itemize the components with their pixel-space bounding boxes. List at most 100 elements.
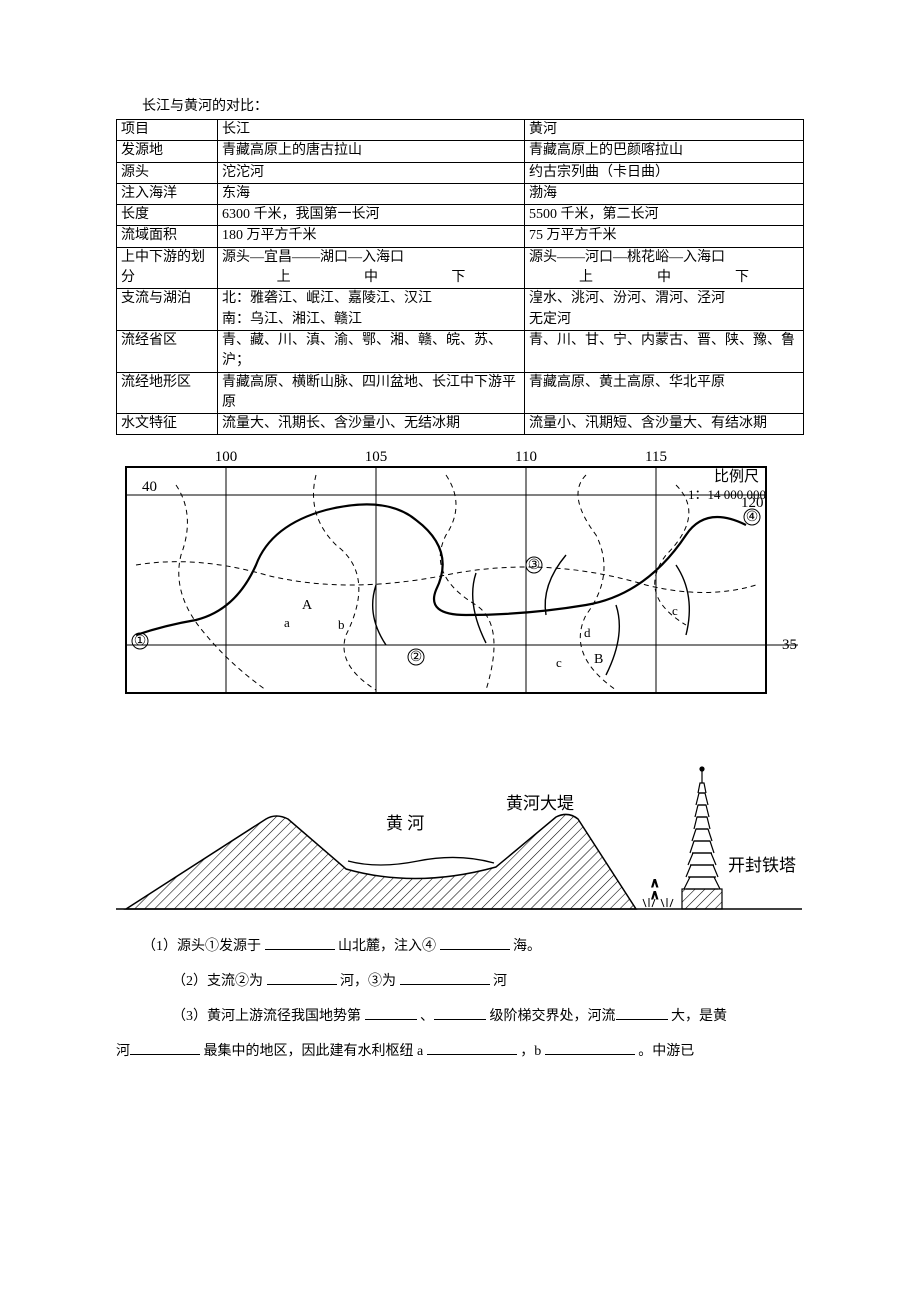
cell-cj: 6300 千米，我国第一长河 — [218, 205, 525, 226]
questions: （1）源头①发源于 山北麓，注入④ 海。 （2）支流②为 河，③为 河 （3）黄… — [116, 929, 804, 1069]
marker-c2: c — [672, 603, 678, 618]
table-row: 流经地形区 青藏高原、横断山脉、四川盆地、长江中下游平原 青藏高原、黄土高原、华… — [117, 372, 804, 414]
seg: 中 — [364, 268, 378, 288]
marker-b: b — [338, 617, 345, 632]
cell-hh: 75 万平方千米 — [525, 226, 804, 247]
table-row: 水文特征 流量大、汛期长、含沙量小、无结冰期 流量小、汛期短、含沙量大、有结冰期 — [117, 414, 804, 435]
q3d: 大，是黄 — [671, 1009, 727, 1024]
table-row: 注入海洋 东海 渤海 — [117, 183, 804, 204]
cell-hh: 流量小、汛期短、含沙量大、有结冰期 — [525, 414, 804, 435]
tower-label: 开封铁塔 — [728, 856, 796, 875]
question-1: （1）源头①发源于 山北麓，注入④ 海。 — [142, 929, 804, 964]
scale-value: 1：14 000 000 — [688, 487, 766, 502]
table-row: 长度 6300 千米，我国第一长河 5500 千米，第二长河 — [117, 205, 804, 226]
cell-hh: 青藏高原、黄土高原、华北平原 — [525, 372, 804, 414]
cell-cj: 源头—宜昌——湖口—入海口 上 中 下 — [218, 247, 525, 289]
blank — [545, 1042, 635, 1056]
tribs-hh-l1: 湟水、洮河、汾河、渭河、泾河 — [529, 289, 799, 309]
cell-item: 发源地 — [117, 141, 218, 162]
blank — [265, 937, 335, 951]
seg: 下 — [451, 268, 465, 288]
q1c: 海。 — [513, 939, 541, 954]
marker: ① — [134, 634, 147, 649]
cell-item: 流经地形区 — [117, 372, 218, 414]
blank — [440, 937, 510, 951]
levee-svg: 黄 河 黄河大堤 ∧ ∧ — [116, 749, 802, 919]
q2b: 河，③为 — [340, 974, 400, 989]
lon-label: 115 — [645, 449, 667, 465]
cell-hh: 5500 千米，第二长河 — [525, 205, 804, 226]
table-row: 项目 长江 黄河 — [117, 120, 804, 141]
question-3-cont: 河 最集中的地区，因此建有水利枢纽 a ，b 。中游已 — [116, 1034, 804, 1069]
q2a: （2）支流②为 — [172, 974, 267, 989]
tribs-hh-l2: 无定河 — [529, 310, 799, 330]
marker-d: d — [584, 625, 591, 640]
divide-cj-segments: 上 中 下 — [222, 268, 520, 288]
question-2: （2）支流②为 河，③为 河 — [172, 964, 804, 999]
lat-label: 40 — [142, 479, 157, 495]
marker-c: c — [556, 655, 562, 670]
seg: 下 — [735, 268, 749, 288]
q3b: 、 — [420, 1009, 434, 1024]
blank — [427, 1042, 517, 1056]
cell-hh: 渤海 — [525, 183, 804, 204]
blank — [400, 972, 490, 986]
q3a: （3）黄河上游流径我国地势第 — [172, 1009, 365, 1024]
cell-item: 注入海洋 — [117, 183, 218, 204]
cell-cj: 北：雅砻江、岷江、嘉陵江、汉江 南：乌江、湘江、赣江 — [218, 289, 525, 331]
cell-item: 支流与湖泊 — [117, 289, 218, 331]
marker: ③ — [528, 558, 541, 573]
seg: 上 — [277, 268, 291, 288]
blank — [365, 1007, 417, 1021]
svg-text:∧: ∧ — [650, 887, 660, 902]
q4b: 最集中的地区，因此建有水利枢纽 a — [204, 1044, 427, 1059]
q1b: 山北麓，注入④ — [338, 939, 440, 954]
lon-label: 105 — [365, 449, 388, 465]
marker-A: A — [302, 598, 313, 613]
marker-a: a — [284, 615, 290, 630]
table-row: 发源地 青藏高原上的唐古拉山 青藏高原上的巴颜喀拉山 — [117, 141, 804, 162]
table-row: 源头 沱沱河 约古宗列曲（卡日曲） — [117, 162, 804, 183]
header-item: 项目 — [117, 120, 218, 141]
table-row: 流域面积 180 万平方千米 75 万平方千米 — [117, 226, 804, 247]
tribs-cj-l2: 南：乌江、湘江、赣江 — [222, 310, 520, 330]
header-huanghe: 黄河 — [525, 120, 804, 141]
lat-label: 35 — [782, 637, 797, 653]
divide-cj-line: 源头—宜昌——湖口—入海口 — [222, 248, 520, 268]
cell-cj: 青藏高原上的唐古拉山 — [218, 141, 525, 162]
cell-cj: 青藏高原、横断山脉、四川盆地、长江中下游平原 — [218, 372, 525, 414]
blank — [130, 1042, 200, 1056]
blank — [434, 1007, 486, 1021]
q4d: 。中游已 — [638, 1044, 694, 1059]
map-figure: 100 105 110 115 120 40 35 比例尺 1：14 000 0… — [116, 445, 804, 725]
lon-label: 110 — [515, 449, 537, 465]
cell-hh: 湟水、洮河、汾河、渭河、泾河 无定河 — [525, 289, 804, 331]
dike-label: 黄河大堤 — [506, 794, 574, 813]
river-label: 黄 河 — [386, 814, 424, 833]
divide-hh-segments: 上 中 下 — [529, 268, 799, 288]
tribs-cj-l1: 北：雅砻江、岷江、嘉陵江、汉江 — [222, 289, 520, 309]
seg: 中 — [657, 268, 671, 288]
q4a: 河 — [116, 1044, 130, 1059]
cell-item: 长度 — [117, 205, 218, 226]
blank — [267, 972, 337, 986]
intro-text: 长江与黄河的对比： — [142, 96, 804, 117]
table-row: 支流与湖泊 北：雅砻江、岷江、嘉陵江、汉江 南：乌江、湘江、赣江 湟水、洮河、汾… — [117, 289, 804, 331]
divide-hh-line: 源头——河口—桃花峪—入海口 — [529, 248, 799, 268]
cell-hh: 约古宗列曲（卡日曲） — [525, 162, 804, 183]
comparison-table: 项目 长江 黄河 发源地 青藏高原上的唐古拉山 青藏高原上的巴颜喀拉山 源头 沱… — [116, 119, 804, 435]
cell-cj: 流量大、汛期长、含沙量小、无结冰期 — [218, 414, 525, 435]
marker-B: B — [594, 652, 603, 667]
map-svg: 100 105 110 115 120 40 35 比例尺 1：14 000 0… — [116, 445, 802, 725]
cell-item: 水文特征 — [117, 414, 218, 435]
cell-hh: 青藏高原上的巴颜喀拉山 — [525, 141, 804, 162]
q4c: ，b — [520, 1044, 545, 1059]
cell-hh: 青、川、甘、宁、内蒙古、晋、陕、豫、鲁 — [525, 330, 804, 372]
cell-item: 上中下游的划分 — [117, 247, 218, 289]
q1a: （1）源头①发源于 — [142, 939, 265, 954]
levee-figure: 黄 河 黄河大堤 ∧ ∧ — [116, 749, 804, 919]
cell-cj: 东海 — [218, 183, 525, 204]
blank — [616, 1007, 668, 1021]
q2c: 河 — [493, 974, 507, 989]
table-row: 上中下游的划分 源头—宜昌——湖口—入海口 上 中 下 源头——河口—桃花峪—入… — [117, 247, 804, 289]
